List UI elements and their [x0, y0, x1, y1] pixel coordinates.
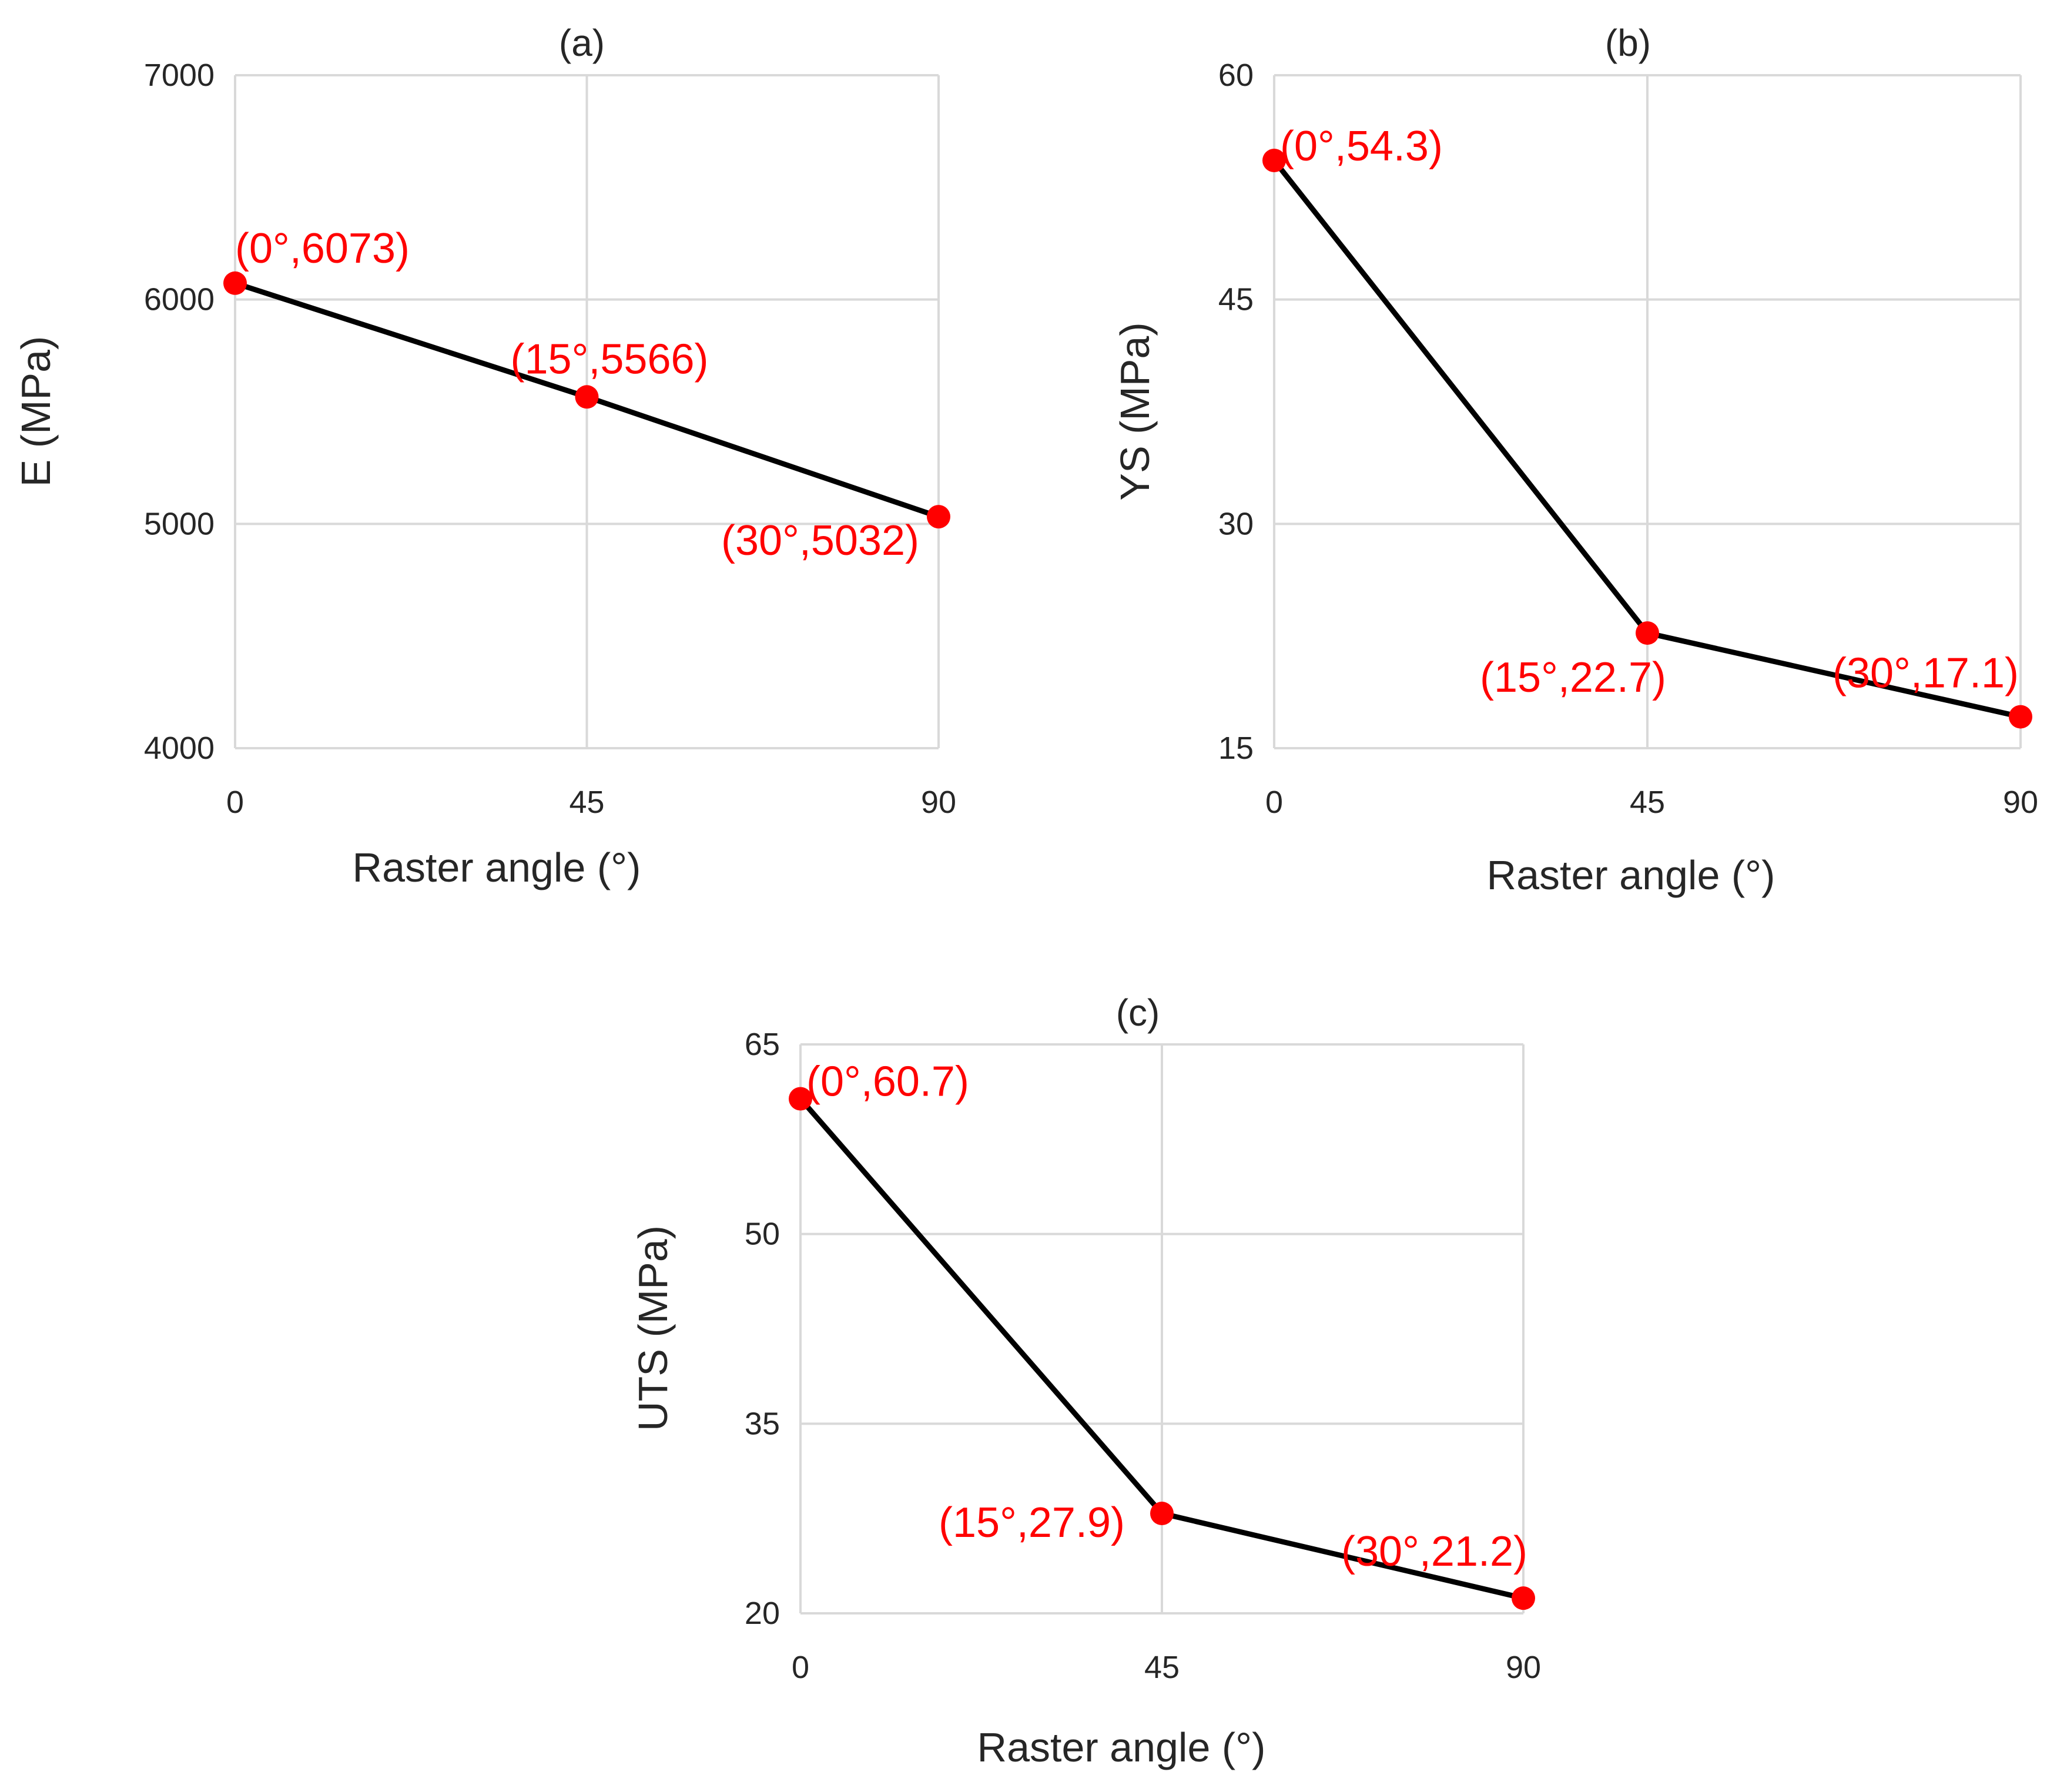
- y-tick-label: 50: [745, 1217, 780, 1252]
- y-tick-label: 60: [1218, 58, 1254, 93]
- y-tick-label: 6000: [144, 282, 215, 317]
- data-point: [2009, 705, 2032, 729]
- x-tick-label: 45: [569, 785, 604, 820]
- x-tick-label: 45: [1144, 1650, 1180, 1685]
- x-tick-label: 45: [1630, 785, 1665, 820]
- chart-a: 4000 5000 6000 7000 0 45 90 (a) Raster angle (°)…: [13, 22, 956, 890]
- y-tick-label: 20: [745, 1596, 780, 1631]
- data-label: (0°,60.7): [806, 1058, 969, 1105]
- data-label: (30°,5032): [721, 517, 919, 564]
- data-point: [927, 505, 950, 529]
- x-axis-label: Raster angle (°): [977, 1724, 1266, 1770]
- data-label: (30°,21.2): [1341, 1528, 1527, 1575]
- data-label: (15°,22.7): [1480, 654, 1666, 701]
- chart-title: (a): [559, 22, 605, 64]
- x-tick-label: 0: [1265, 785, 1283, 820]
- y-axis-label: UTS (MPa): [630, 1225, 676, 1431]
- data-label: (0°,54.3): [1280, 123, 1443, 170]
- x-tick-label: 90: [1506, 1650, 1541, 1685]
- y-tick-label: 5000: [144, 506, 215, 541]
- x-axis-label: Raster angle (°): [1487, 852, 1775, 898]
- data-point: [575, 385, 599, 409]
- y-tick-label: 45: [1218, 282, 1254, 317]
- y-tick-label: 30: [1218, 506, 1254, 541]
- data-label: (30°,17.1): [1832, 650, 2019, 697]
- y-tick-label: 65: [745, 1027, 780, 1062]
- x-axis-label: Raster angle (°): [353, 845, 641, 890]
- y-tick-label: 7000: [144, 58, 215, 93]
- x-tick-label: 0: [792, 1650, 809, 1685]
- data-point: [1150, 1502, 1174, 1526]
- data-label: (0°,6073): [235, 225, 410, 272]
- data-point: [789, 1087, 812, 1111]
- y-axis-label: YS (MPa): [1112, 322, 1158, 500]
- chart-c: 20 35 50 65 0 45 90 (c) Raster angle (°) UTS (MPa…: [630, 992, 1541, 1770]
- chart-title: (b): [1605, 22, 1651, 64]
- x-tick-label: 90: [2003, 785, 2038, 820]
- y-tick-label: 35: [745, 1406, 780, 1441]
- data-label: (15°,5566): [511, 336, 709, 383]
- chart-title: (c): [1116, 992, 1160, 1034]
- data-label: (15°,27.9): [939, 1499, 1125, 1546]
- data-point: [1512, 1586, 1535, 1610]
- chart-b: 15 30 45 60 0 45 90 (b) Raster angle (°) YS (MPa)…: [1112, 22, 2038, 898]
- data-point: [223, 271, 247, 295]
- y-tick-label: 15: [1218, 731, 1254, 766]
- data-point: [1636, 621, 1659, 645]
- x-tick-label: 0: [226, 785, 244, 820]
- y-tick-label: 4000: [144, 731, 215, 766]
- data-point: [1262, 149, 1286, 173]
- x-tick-label: 90: [921, 785, 956, 820]
- y-axis-label: E (MPa): [13, 336, 59, 487]
